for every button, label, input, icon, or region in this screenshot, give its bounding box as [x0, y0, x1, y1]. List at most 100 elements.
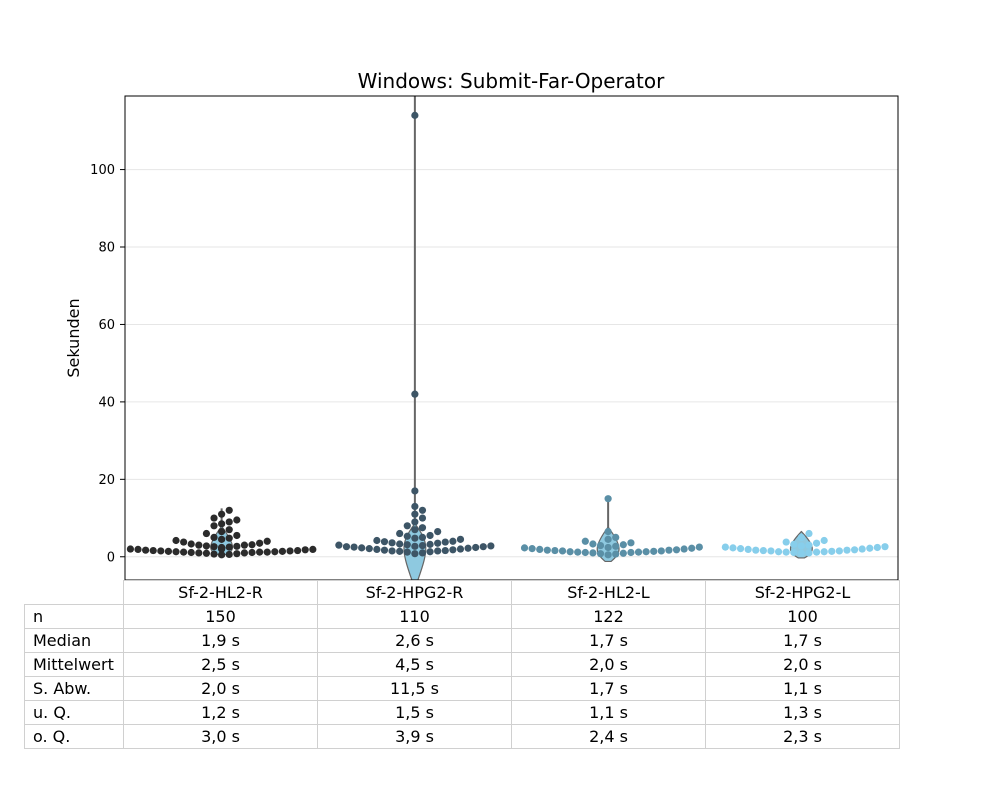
data-point — [774, 548, 783, 556]
data-point — [449, 546, 457, 554]
data-point — [373, 545, 381, 554]
data-point — [286, 547, 294, 555]
data-point — [650, 547, 658, 555]
data-point — [218, 535, 226, 543]
data-point — [256, 548, 264, 556]
stats-cell: 150 — [123, 604, 318, 629]
stats-cell: 122 — [511, 604, 706, 629]
data-point — [418, 533, 427, 542]
data-point — [202, 542, 211, 550]
data-point — [782, 538, 790, 546]
data-point — [721, 543, 729, 551]
data-point — [149, 546, 157, 555]
data-point — [388, 547, 396, 555]
stats-cell: 100 — [705, 604, 900, 629]
data-point — [225, 543, 233, 551]
data-point — [441, 546, 449, 555]
data-point — [434, 528, 442, 536]
data-point — [225, 518, 233, 526]
data-point — [596, 541, 605, 550]
data-point — [233, 550, 241, 558]
data-point — [187, 548, 195, 557]
data-point — [881, 543, 889, 551]
stats-header-row: Sf-2-HL2-R Sf-2-HPG2-R Sf-2-HL2-L Sf-2-H… — [24, 580, 900, 605]
data-point — [240, 541, 249, 549]
stats-cell: 1,1 s — [511, 700, 706, 725]
data-point — [873, 543, 881, 552]
data-point — [767, 547, 775, 555]
stats-row-std: S. Abw. 2,0 s 11,5 s 1,7 s 1,1 s — [24, 676, 900, 701]
data-point — [479, 543, 487, 551]
data-point — [225, 550, 233, 559]
data-point — [672, 546, 681, 554]
data-point — [574, 548, 582, 556]
data-point — [759, 546, 767, 555]
data-point — [520, 544, 529, 552]
data-point — [225, 534, 233, 542]
data-point — [233, 531, 241, 540]
data-point — [278, 547, 287, 555]
data-point — [373, 536, 381, 545]
data-point — [566, 548, 574, 556]
data-point — [248, 548, 256, 557]
stats-cell: 1,7 s — [511, 676, 706, 701]
stats-row-n: n 150 110 122 100 — [24, 604, 900, 629]
data-point — [835, 547, 843, 555]
data-point — [418, 541, 427, 550]
stats-cell: 2,0 s — [123, 676, 318, 701]
grid-lines — [125, 169, 898, 558]
data-point — [820, 548, 828, 556]
data-point — [797, 542, 805, 550]
data-point — [850, 546, 859, 554]
data-point — [612, 533, 620, 542]
data-point — [210, 533, 218, 542]
data-point — [805, 529, 813, 538]
data-point — [434, 547, 442, 555]
data-point — [301, 546, 309, 554]
row-label: Mittelwert — [24, 652, 124, 677]
data-point — [866, 544, 874, 552]
stats-cell: 2,0 s — [511, 652, 706, 677]
stats-cell: 1,9 s — [123, 628, 318, 653]
data-point — [729, 544, 737, 552]
data-point — [411, 534, 419, 542]
data-point — [380, 538, 389, 546]
data-point — [790, 548, 798, 557]
data-point — [396, 540, 404, 548]
data-point — [396, 529, 404, 538]
data-point — [411, 510, 419, 518]
stats-cell: 110 — [317, 604, 512, 629]
chart-title: Windows: Submit-Far-Operator — [358, 69, 665, 93]
data-point — [418, 514, 427, 522]
data-point — [256, 539, 264, 547]
data-points — [126, 111, 889, 559]
data-point — [589, 549, 597, 557]
data-point — [828, 547, 836, 555]
y-axis-ticks: 0 20 40 60 80 100 — [90, 163, 125, 565]
data-point — [187, 540, 195, 548]
data-point — [665, 546, 673, 554]
data-point — [619, 541, 627, 549]
data-point — [449, 537, 457, 545]
data-point — [403, 541, 411, 549]
stats-row-upper-quartile: o. Q. 3,0 s 3,9 s 2,4 s 2,3 s — [24, 724, 900, 749]
data-point — [195, 549, 203, 557]
data-point — [797, 533, 805, 542]
stats-row-lower-quartile: u. Q. 1,2 s 1,5 s 1,1 s 1,3 s — [24, 700, 900, 725]
row-label: n — [24, 604, 124, 629]
data-point — [263, 537, 271, 545]
data-point — [604, 551, 612, 559]
stats-cell: 3,9 s — [317, 724, 512, 749]
data-point — [157, 547, 165, 555]
data-point — [464, 544, 472, 552]
stats-cell: 2,4 s — [511, 724, 706, 749]
data-point — [210, 522, 218, 530]
data-point — [797, 549, 805, 557]
data-point — [233, 516, 241, 524]
data-point — [790, 540, 798, 548]
data-point — [612, 550, 620, 558]
data-point — [218, 520, 226, 528]
data-point — [418, 524, 427, 532]
data-point — [403, 532, 411, 540]
